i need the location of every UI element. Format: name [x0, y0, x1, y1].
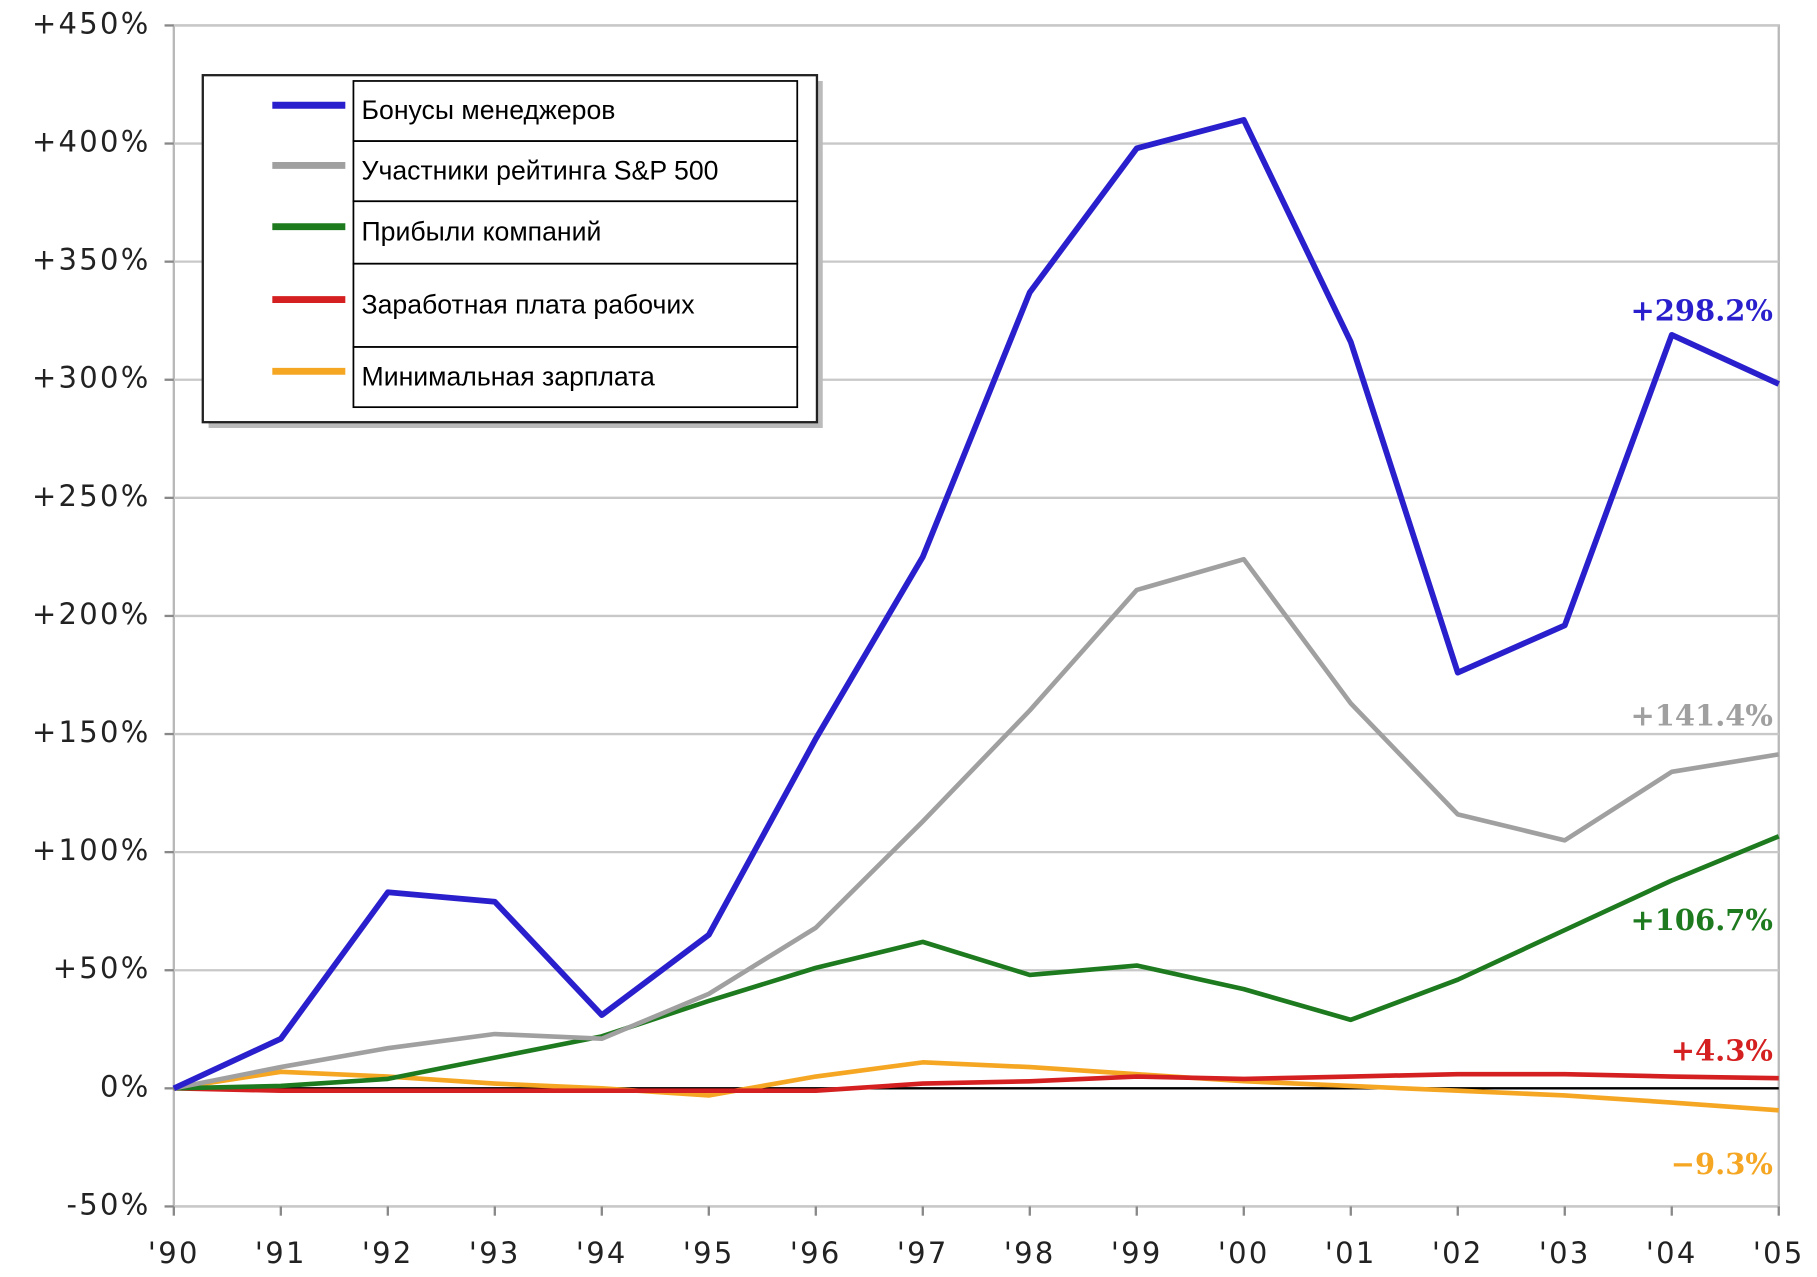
end-label: −9.3% — [1671, 1147, 1773, 1181]
series-line — [173, 556, 1780, 1091]
y-tick-label: +200% — [32, 597, 151, 631]
y-tick-label: +150% — [32, 715, 151, 749]
x-tick-label: '98 — [1004, 1236, 1056, 1270]
y-tick-label: +50% — [53, 951, 151, 985]
legend-text-box — [352, 200, 799, 265]
x-tick-label: '99 — [1111, 1236, 1163, 1270]
x-tick-label: '01 — [1325, 1236, 1377, 1270]
y-tick-label: +300% — [32, 361, 151, 395]
end-label: +4.3% — [1671, 1034, 1773, 1068]
x-tick-label: '02 — [1432, 1236, 1484, 1270]
y-tick-label: -50% — [67, 1187, 151, 1221]
x-tick-label: '97 — [897, 1236, 949, 1270]
legend-label: Заработная плата рабочих — [362, 290, 696, 320]
x-tick-label: '00 — [1218, 1236, 1270, 1270]
y-tick-label: +450% — [32, 6, 151, 40]
end-label: +106.7% — [1630, 903, 1772, 937]
x-tick-label: '96 — [790, 1236, 842, 1270]
x-tick-label: '94 — [576, 1236, 628, 1270]
legend-label: Минимальная зарплата — [362, 361, 655, 391]
y-tick-label: 0% — [100, 1069, 151, 1103]
legend-label: Участники рейтинга S&P 500 — [362, 155, 719, 185]
series-line — [173, 834, 1780, 1091]
x-tick-label: '91 — [255, 1236, 307, 1270]
x-tick-label: '05 — [1753, 1236, 1805, 1270]
y-tick-label: +350% — [32, 243, 151, 277]
legend-text-box — [352, 346, 799, 409]
legend-label: Прибыли компаний — [362, 217, 602, 247]
x-tick-label: '92 — [362, 1236, 414, 1270]
legend: Бонусы менеджеров Участники рейтинга S&P … — [201, 74, 823, 428]
end-label: +141.4% — [1630, 698, 1772, 732]
series-line — [173, 1071, 1779, 1094]
x-tick-label: '90 — [148, 1236, 200, 1270]
legend-text-box — [352, 262, 799, 348]
x-tick-label: '93 — [469, 1236, 521, 1270]
legend-text-box — [352, 80, 799, 142]
series-line — [173, 1060, 1779, 1113]
y-tick-label: +100% — [32, 833, 151, 867]
x-tick-label: '03 — [1539, 1236, 1591, 1270]
x-tick-label: '95 — [683, 1236, 735, 1270]
legend-text-box — [352, 140, 799, 203]
y-tick-label: +250% — [32, 479, 151, 513]
legend-label: Бонусы менеджеров — [362, 95, 616, 125]
y-tick-label: +400% — [32, 125, 151, 159]
x-tick-label: '04 — [1646, 1236, 1698, 1270]
series-line — [172, 117, 1780, 1091]
end-label: +298.2% — [1630, 293, 1772, 327]
